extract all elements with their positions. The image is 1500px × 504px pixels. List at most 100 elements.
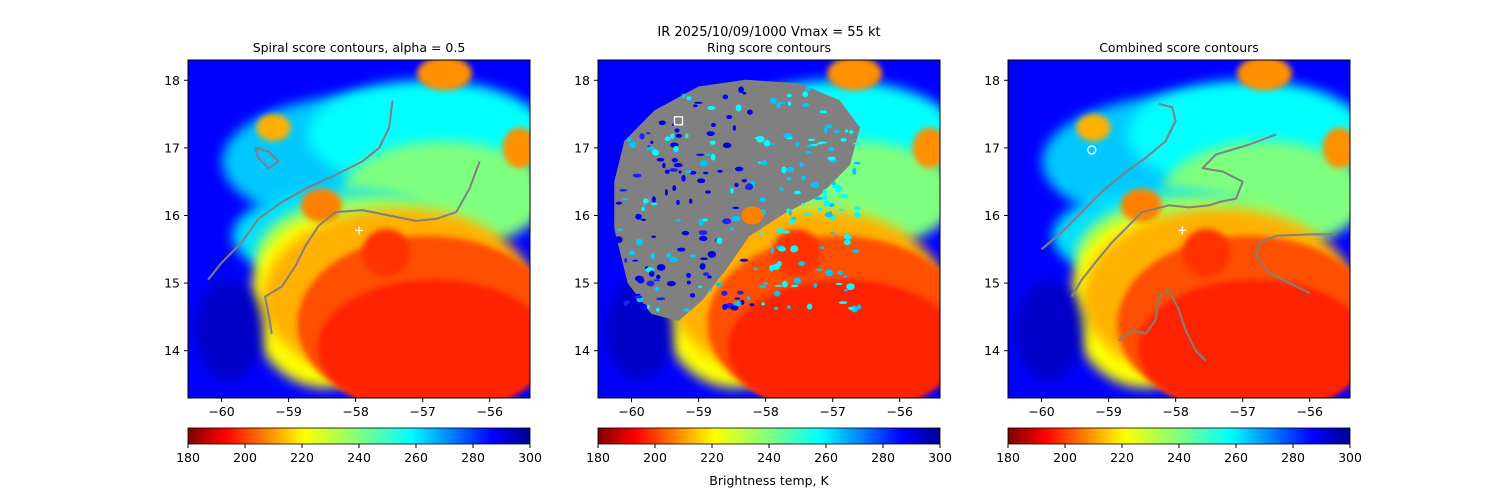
ring-speckle — [656, 307, 660, 312]
ring-speckle — [692, 104, 698, 108]
ring-speckle — [758, 284, 767, 289]
y-tick-label: 17 — [984, 140, 1000, 155]
ring-speckle — [726, 114, 733, 120]
temperature-blob — [417, 60, 472, 91]
ring-speckle — [678, 170, 682, 174]
ring-speckle — [810, 181, 819, 188]
ring-speckle — [697, 178, 706, 184]
ring-speckle — [822, 195, 828, 200]
ring-speckle — [786, 177, 792, 181]
ring-speckle — [658, 120, 666, 126]
ring-speckle — [801, 103, 810, 107]
ring-speckle — [619, 188, 628, 192]
colorbar-tick-label: 260 — [404, 450, 428, 465]
ring-speckle — [635, 238, 643, 246]
ring-speckle — [828, 203, 835, 208]
colorbar-ticks: 180 200 220 240 260 280 300 — [586, 444, 952, 465]
ring-speckle — [664, 189, 668, 196]
ring-speckle — [734, 166, 744, 172]
contour-line — [207, 100, 394, 281]
brightness-temp-field — [1008, 60, 1350, 398]
y-tick-label: 16 — [574, 208, 590, 223]
ring-speckle — [637, 277, 645, 284]
ring-speckle — [689, 198, 693, 204]
ring-speckle — [828, 146, 834, 152]
y-tick-label: 15 — [984, 276, 1000, 291]
ring-speckle — [685, 133, 689, 139]
ring-speckle — [721, 290, 728, 296]
ring-speckle — [681, 230, 690, 236]
ring-speckle — [777, 101, 786, 104]
ring-speckle — [735, 104, 742, 112]
ring-speckle — [804, 213, 812, 216]
ring-speckle — [831, 184, 840, 189]
ring-speckle — [656, 157, 665, 162]
ring-speckle — [805, 86, 812, 92]
ring-speckle — [646, 304, 650, 309]
ring-speckle — [706, 131, 715, 135]
colorbar-tick-label: 280 — [871, 450, 895, 465]
ring-speckle — [705, 190, 711, 194]
axes-frame — [187, 59, 531, 399]
y-tick-label: 15 — [574, 276, 590, 291]
ring-speckle — [689, 254, 696, 258]
x-tick-label: −58 — [342, 404, 368, 419]
ring-speckle — [783, 132, 792, 139]
ring-speckle — [646, 132, 651, 135]
colorbar-tick-label: 300 — [928, 450, 952, 465]
ring-speckle — [696, 153, 705, 156]
ring-speckle — [761, 160, 768, 166]
ring-speckle — [734, 297, 741, 300]
ring-score-region — [614, 79, 862, 321]
ring-speckle — [776, 227, 783, 234]
ring-speckle — [738, 86, 744, 94]
warm-core-blob — [741, 206, 764, 225]
ring-speckle — [616, 228, 623, 232]
colorbar-tick-label: 240 — [757, 450, 781, 465]
ring-speckle — [650, 140, 654, 145]
temperature-blob — [1014, 279, 1084, 382]
ring-speckle — [686, 280, 691, 285]
colorbar-label: Brightness temp, K — [709, 473, 829, 488]
ring-speckle — [633, 295, 643, 299]
ring-speckle — [854, 211, 861, 218]
panel-title: Spiral score contours, alpha = 0.5 — [253, 40, 466, 55]
ring-speckle — [642, 198, 649, 204]
colorbar-ticks: 180 200 220 240 260 280 300 — [176, 444, 542, 465]
panel-markers — [1087, 145, 1187, 235]
ring-speckle — [730, 305, 739, 311]
ring-speckle — [700, 257, 708, 261]
ring-speckle — [849, 130, 854, 134]
x-tick-label: −57 — [410, 404, 436, 419]
ring-speckle — [730, 187, 734, 194]
temperature-blob — [1137, 279, 1350, 398]
ring-speckle — [747, 109, 753, 115]
ring-speckle — [673, 145, 679, 153]
spiral-contours — [207, 100, 481, 334]
ring-speckle — [853, 206, 861, 211]
y-tick-label: 17 — [164, 140, 180, 155]
y-tick-label: 14 — [984, 343, 1000, 358]
y-tick-label: 18 — [164, 73, 180, 88]
ring-speckle — [787, 101, 792, 106]
ring-speckle — [758, 231, 763, 236]
y-tick-label: 18 — [574, 73, 590, 88]
ring-speckle — [716, 237, 723, 244]
ring-speckle — [840, 194, 848, 198]
ring-speckle — [705, 153, 711, 157]
contour-line — [1070, 133, 1277, 298]
ring-speckle — [615, 201, 623, 205]
ring-speckle — [837, 270, 844, 275]
colorbar-tick-label: 260 — [814, 450, 838, 465]
y-tick-label: 18 — [984, 73, 1000, 88]
ring-speckle — [641, 206, 645, 211]
ring-speckle — [781, 280, 788, 288]
ring-speckle — [848, 100, 856, 106]
ring-speckle — [732, 206, 740, 210]
ring-speckle — [682, 308, 691, 312]
ring-speckle — [664, 136, 671, 142]
ring-speckle — [689, 170, 697, 175]
ring-speckle — [699, 263, 706, 270]
ring-speckle — [782, 230, 790, 234]
colorbar-tick-label: 200 — [1053, 450, 1077, 465]
